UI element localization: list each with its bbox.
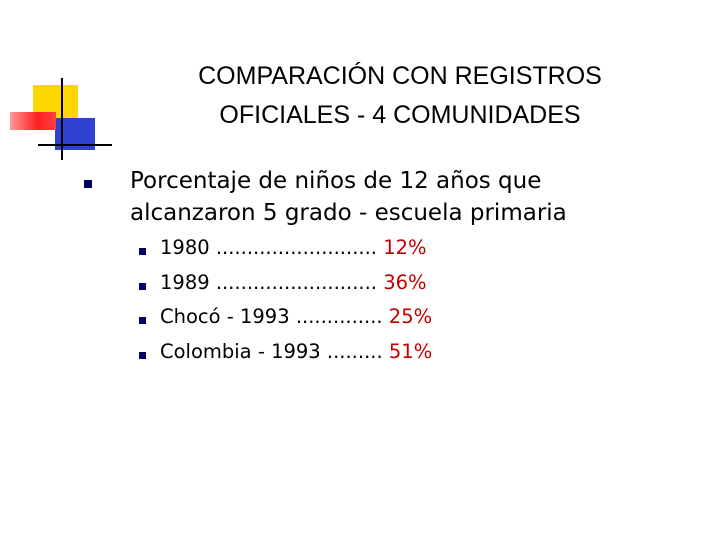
item-label: 1989 ..........................	[160, 270, 377, 294]
title-line: COMPARACIÓN CON REGISTROS	[198, 62, 602, 90]
item-value: 12%	[383, 236, 427, 259]
item-value: 25%	[388, 305, 433, 328]
item-label: 1980 ..........................	[160, 236, 377, 259]
sub-item: 1989 .......................... 36%	[160, 271, 427, 294]
sub-item: Chocó - 1993 .............. 25%	[160, 305, 432, 328]
item-label: Chocó - 1993 ..............	[160, 305, 383, 328]
bullet-marker	[84, 180, 92, 188]
bullet-text: Porcentaje de niños de 12 años que	[130, 168, 542, 194]
item-value: 51%	[388, 339, 433, 363]
sub-bullet-marker	[139, 351, 146, 359]
title-line: OFICIALES - 4 COMUNIDADES	[219, 101, 581, 129]
sub-bullet-marker	[139, 282, 146, 290]
sub-bullet-marker	[139, 248, 146, 255]
item-value: 36%	[383, 270, 427, 294]
sub-item: 1980 .......................... 12%	[160, 236, 427, 259]
sub-bullet-marker	[139, 317, 146, 324]
decoration	[10, 78, 112, 160]
item-label: Colombia - 1993 .........	[160, 339, 383, 363]
bullet-text: alcanzaron 5 grado - escuela primaria	[130, 200, 567, 226]
sub-item: Colombia - 1993 ......... 51%	[160, 340, 432, 363]
